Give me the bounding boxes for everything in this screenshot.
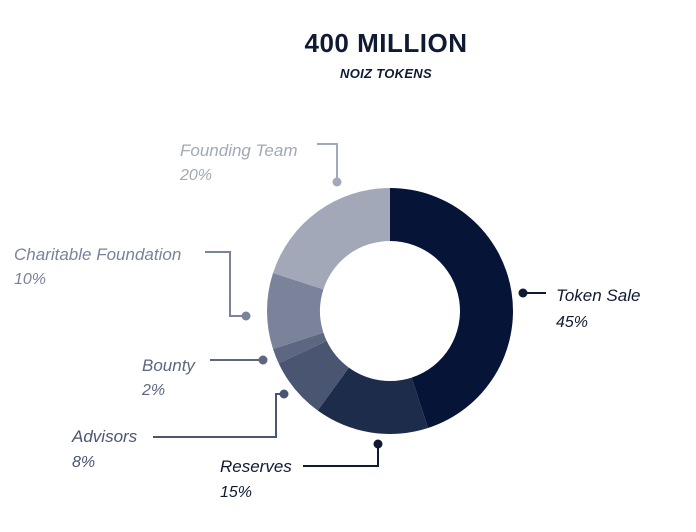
slice-percent-charitable-foundation: 10% <box>14 271 46 288</box>
leader-dot-charitable-foundation <box>241 311 251 321</box>
donut-slice-charitable-foundation <box>267 272 324 350</box>
leader-line-advisors <box>153 393 284 438</box>
leader-dot-founding-team <box>332 177 342 187</box>
chart-subtitle: NOIZ TOKENS <box>340 66 432 81</box>
leader-dot-advisors <box>279 389 289 399</box>
slice-percent-bounty: 2% <box>141 382 165 399</box>
leader-line-reserves <box>303 444 379 467</box>
slice-label-token-sale: Token Sale <box>556 286 640 305</box>
leader-dot-token-sale <box>518 288 528 298</box>
donut-slice-advisors <box>278 340 349 411</box>
slice-label-advisors: Advisors <box>71 427 138 446</box>
donut-slice-token-sale <box>390 188 513 428</box>
donut-slice-bounty <box>273 332 327 364</box>
slice-label-reserves: Reserves <box>220 457 292 476</box>
leader-line-charitable-foundation <box>205 251 246 317</box>
slice-label-bounty: Bounty <box>142 356 196 375</box>
leader-dot-reserves <box>373 439 383 449</box>
slice-percent-founding-team: 20% <box>179 167 212 184</box>
slice-percent-reserves: 15% <box>220 484 252 501</box>
slice-percent-token-sale: 45% <box>556 314 588 331</box>
leader-line-founding-team <box>317 143 338 182</box>
slice-label-founding-team: Founding Team <box>180 141 298 160</box>
leader-dot-bounty <box>258 355 268 365</box>
chart-title: 400 MILLION <box>304 28 468 58</box>
slice-percent-advisors: 8% <box>72 454 95 471</box>
donut-slice-reserves <box>317 367 429 434</box>
slice-label-charitable-foundation: Charitable Foundation <box>14 245 181 264</box>
donut-slice-founding-team <box>273 188 390 290</box>
